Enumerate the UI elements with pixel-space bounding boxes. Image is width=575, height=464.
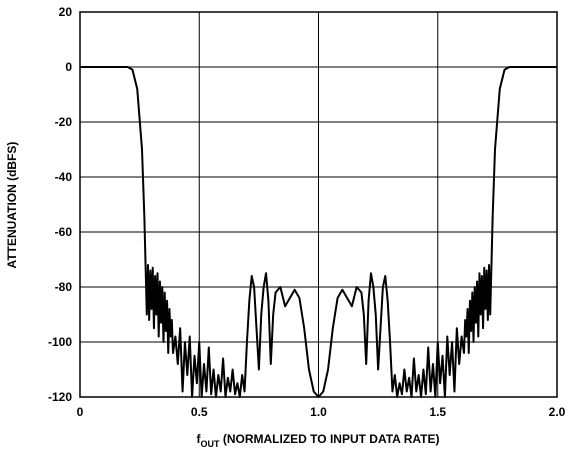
x-axis-label: fOUT (NORMALIZED TO INPUT DATA RATE) bbox=[197, 432, 440, 449]
x-tick-label: 0 bbox=[77, 405, 84, 419]
x-tick-label: 2.0 bbox=[549, 405, 566, 419]
y-tick-label: -120 bbox=[48, 390, 72, 404]
x-tick-label: 1.0 bbox=[310, 405, 327, 419]
y-tick-label: -60 bbox=[55, 225, 73, 239]
y-tick-label: -100 bbox=[48, 335, 72, 349]
x-tick-label: 1.5 bbox=[429, 405, 446, 419]
x-tick-label: 0.5 bbox=[191, 405, 208, 419]
y-tick-label: -20 bbox=[55, 115, 73, 129]
y-tick-label: 0 bbox=[65, 60, 72, 74]
y-tick-label: -40 bbox=[55, 170, 73, 184]
data-line bbox=[80, 66, 557, 398]
y-tick-label: 20 bbox=[59, 5, 73, 19]
y-axis-label: ATTENUATION (dBFS) bbox=[5, 142, 19, 269]
x-label-sub: OUT bbox=[201, 439, 221, 449]
x-label-rest: (NORMALIZED TO INPUT DATA RATE) bbox=[220, 432, 440, 446]
y-tick-label: -80 bbox=[55, 280, 73, 294]
x-label-main: f bbox=[197, 432, 202, 446]
